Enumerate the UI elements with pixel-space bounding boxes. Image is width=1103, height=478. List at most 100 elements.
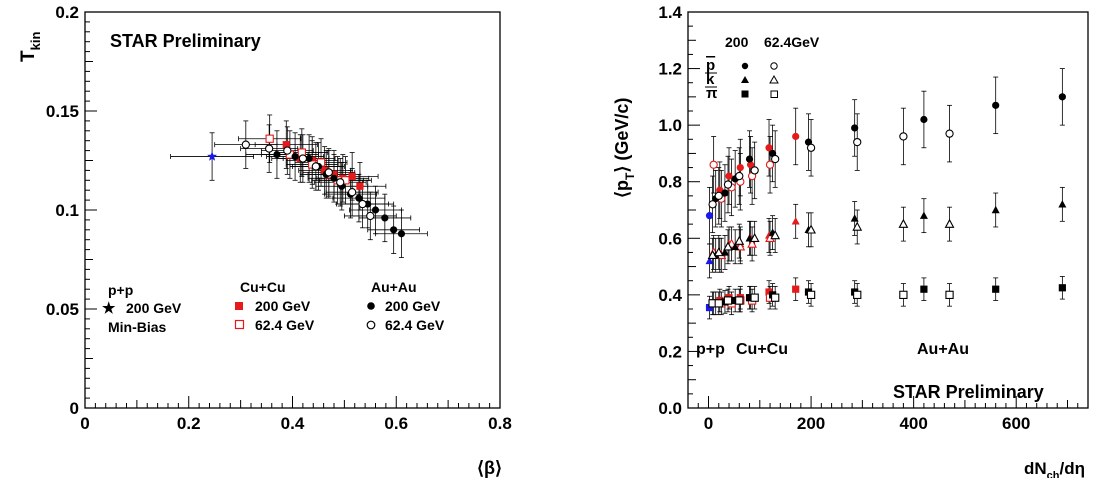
- right-point-auau-p: [708, 200, 717, 209]
- right-point-auau-k: [723, 241, 733, 251]
- right-point-auau-pi: [735, 296, 744, 305]
- right-point-cucu-k: [747, 238, 758, 248]
- right-point-auau-pi: [806, 290, 816, 300]
- left-y-tick-label: 0.1: [55, 201, 79, 220]
- left-point-auau-62.4: [348, 188, 357, 197]
- right-label-pp: p+p: [696, 341, 725, 358]
- right-point-cucu-p: [765, 144, 773, 152]
- left-legend: p+p ★ 200 GeV Min-Bias Cu+Cu 200 GeV 62.…: [102, 279, 445, 335]
- right-point-cucu-p: [709, 160, 718, 169]
- left-point-auau-62.4: [241, 140, 250, 149]
- legend-pp-note: Min-Bias: [108, 319, 167, 335]
- legend-k-200-triangle-icon: [741, 76, 749, 83]
- right-point-auau-pi: [714, 299, 723, 308]
- right-point-auau-pi: [1058, 284, 1066, 292]
- left-point-auau-62.4: [283, 146, 292, 155]
- left-point-auau-200: [381, 214, 389, 222]
- legend-p-62-circle-icon: [770, 62, 778, 70]
- legend-cucu-200: 200 GeV: [255, 298, 311, 314]
- right-point-auau-p: [714, 191, 723, 201]
- left-x-tick-label: 0: [80, 414, 89, 433]
- right-panel-mean-pt-vs-multiplicity: 0 200 400 600 0.0 0.2 0.4 0.6 0.8 1.0 1.2 1.4 ⟨pT⟩ …: [612, 3, 1089, 478]
- right-label-cucu: Cu+Cu: [736, 341, 788, 358]
- right-point-auau-p: [851, 124, 859, 132]
- legend-auau-62-circle-icon: [366, 320, 376, 330]
- right-point-auau-k: [919, 211, 928, 219]
- right-label-auau: Au+Au: [917, 341, 969, 358]
- left-data-points: [170, 114, 428, 258]
- right-point-auau-k: [944, 218, 955, 228]
- right-point-auau-k: [806, 224, 816, 234]
- left-x-axis-title: ⟨β⟩: [477, 458, 502, 478]
- right-point-pp-k: [705, 256, 714, 265]
- legend-row-pi: π: [706, 85, 718, 102]
- legend-pi-200-square-icon: [741, 90, 749, 98]
- right-point-auau-p: [920, 115, 928, 124]
- left-y-tick-label: 0.15: [46, 102, 79, 121]
- right-point-auau-k: [770, 230, 781, 240]
- left-point-cucu-62.4: [265, 134, 274, 143]
- right-y-tick-label: 1.4: [658, 3, 682, 22]
- right-point-cucu-p: [765, 160, 775, 169]
- left-point-auau-62.4: [298, 154, 308, 163]
- right-point-auau-p: [992, 101, 1000, 109]
- legend-row-k: k: [706, 71, 715, 88]
- left-plot-frame: [84, 11, 501, 409]
- legend-col-200: 200: [725, 34, 749, 50]
- left-point-auau-62.4: [265, 144, 274, 153]
- right-data-points: [705, 68, 1067, 320]
- right-point-auau-k: [720, 248, 729, 256]
- legend-auau-200-circle-icon: [367, 302, 375, 310]
- legend-auau-title: Au+Au: [371, 279, 417, 295]
- right-point-auau-pi: [723, 296, 733, 305]
- right-point-auau-k: [713, 247, 724, 257]
- right-y-tick-label: 0.4: [658, 286, 682, 305]
- right-y-tick-label: 0.6: [658, 229, 682, 248]
- legend-cucu-200-square-icon: [235, 302, 243, 310]
- left-point-cucu-200: [348, 172, 356, 180]
- legend-pi-62-square-icon: [770, 90, 778, 98]
- right-point-auau-k: [898, 218, 909, 228]
- left-point-cucu-200: [282, 141, 290, 149]
- right-star-preliminary: STAR Preliminary: [893, 382, 1044, 402]
- right-x-tick-label: 400: [899, 414, 927, 433]
- right-point-auau-p: [745, 155, 754, 163]
- right-point-cucu-p: [746, 161, 755, 169]
- legend-col-62: 62.4GeV: [764, 34, 820, 50]
- left-point-auau-200: [273, 150, 281, 159]
- right-y-axis-title: ⟨pT⟩ (GeV/c): [612, 98, 637, 198]
- left-x-tick-label: 0.6: [384, 414, 408, 433]
- left-point-auau-62.4: [366, 211, 375, 221]
- left-point-auau-62.4: [336, 178, 345, 187]
- left-point-cucu-200: [330, 170, 338, 178]
- right-point-auau-p: [853, 137, 862, 147]
- left-y-tick-label: 0.05: [46, 300, 79, 319]
- left-x-tick-label: 0.8: [488, 414, 512, 433]
- right-point-cucu-p: [736, 163, 744, 172]
- right-point-auau-p: [945, 129, 954, 138]
- left-point-auau-200: [330, 174, 338, 182]
- legend-k-62-triangle-icon: [769, 74, 779, 84]
- right-y-tick-label: 0.2: [658, 342, 682, 361]
- left-x-tick-label: 0.4: [281, 414, 305, 433]
- right-point-auau-pi: [945, 290, 954, 300]
- right-point-auau-p: [723, 180, 733, 189]
- right-x-tick-label: 200: [797, 414, 825, 433]
- right-x-axis-title: dNch/dη: [1024, 459, 1085, 478]
- right-axis-ticks: 0 200 400 600 0.0 0.2 0.4 0.6 0.8 1.0 1.2 1.4: [658, 3, 1089, 433]
- right-point-auau-p: [806, 143, 816, 152]
- legend-pp-star-icon: ★: [102, 300, 116, 317]
- right-point-auau-k: [731, 242, 740, 250]
- legend-cucu-title: Cu+Cu: [240, 279, 286, 295]
- left-y-axis-title: Tkin: [18, 32, 43, 62]
- right-point-auau-p: [899, 132, 908, 141]
- left-x-tick-label: 0.2: [177, 414, 201, 433]
- right-point-pp-p: [705, 212, 714, 220]
- left-point-auau-200: [355, 194, 363, 202]
- right-point-auau-pi: [853, 290, 862, 300]
- right-point-auau-pi: [745, 294, 754, 302]
- right-point-auau-p: [721, 189, 729, 197]
- right-y-tick-label: 0.8: [658, 173, 682, 192]
- right-y-tick-label: 1.2: [658, 60, 682, 79]
